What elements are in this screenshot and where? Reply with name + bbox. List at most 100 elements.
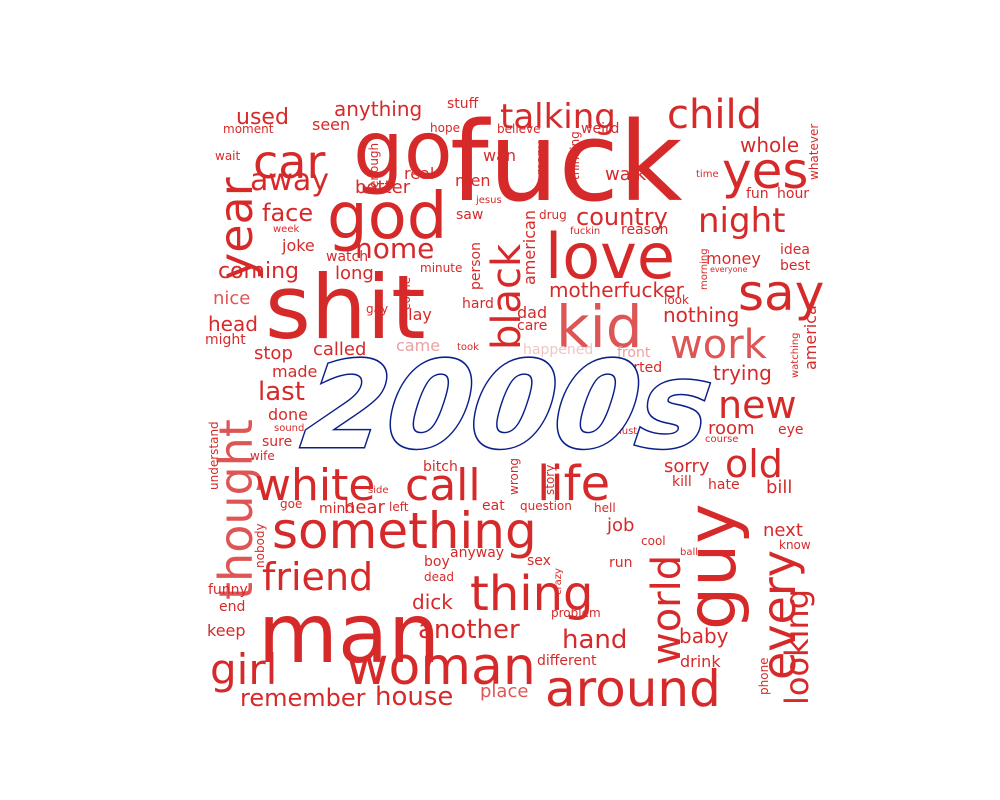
word-wait: wait [215,149,241,163]
word-coming: coming [218,259,299,284]
word-life: life [537,456,610,512]
word-morning: morning [699,248,710,290]
word-thing: thing [470,566,593,622]
word-must: must [612,426,637,437]
word-dead: dead [424,570,454,584]
word-around: around [545,660,721,718]
word-look: look [664,293,689,307]
word-old: old [725,442,783,486]
word-joke: joke [281,236,315,255]
word-something: something [272,502,537,560]
word-nobody: nobody [253,523,267,568]
word-idea: idea [780,242,810,258]
word-money: money [706,249,761,268]
word-stuff: stuff [447,96,479,112]
word-jesus: jesus [475,195,502,206]
word-know: know [779,538,811,552]
word-yes: yes [722,142,808,200]
word-anyway: anyway [450,545,504,561]
word-boy: boy [424,554,450,570]
word-dick: dick [412,590,453,614]
word-enough: enough [367,143,381,188]
word-hand: hand [562,625,627,655]
word-car: car [253,135,325,189]
word-trying: trying [713,361,772,385]
word-fuck: fuck [450,98,683,226]
word-hate: hate [708,477,740,493]
word-whole: whole [740,133,799,157]
word-thinking: thinking [568,131,582,180]
word-saw: saw [456,207,483,223]
word-watch: watch [326,249,368,265]
word-understand: understand [207,421,221,490]
word-nothing: nothing [663,303,739,327]
word-story: story [543,465,557,495]
word-made: made [272,362,317,381]
word-reason: reason [621,222,668,238]
word-call: call [405,460,481,511]
word-kid: kid [556,293,643,361]
word-home: home [355,232,434,265]
word-funny: funny [208,582,248,598]
word-walk: walk [605,164,647,185]
word-mind: mind [319,501,354,517]
word-end: end [219,599,245,615]
word-white: white [255,460,375,511]
word-drink: drink [680,652,721,671]
word-ball: ball [680,547,698,558]
word-american: american [520,210,539,285]
word-looking: looking [778,589,816,705]
word-left: left [389,500,409,514]
word-care: care [517,318,547,334]
word-love: love [545,220,675,293]
word-play: play [398,305,432,324]
word-believe: believe [497,122,541,136]
word-better: better [355,177,411,198]
word-friend: friend [262,555,373,599]
word-many: many [534,141,548,175]
word-phone: phone [757,657,771,695]
word-done: done [268,405,308,424]
word-fun: fun [746,186,769,202]
word-nice: nice [213,288,250,309]
word-god: god [327,180,447,254]
word-long: long [335,263,374,284]
word-hour: hour [777,186,809,202]
word-side: side [368,485,389,496]
word-course: course [705,434,738,445]
word-america: america [801,305,820,370]
word-wrong: wrong [507,458,521,495]
word-shit: shit [265,256,426,359]
word-real: real [404,164,434,183]
word-every: every [752,550,806,680]
word-might: might [205,332,246,348]
word-time: time [696,169,719,180]
word-bill: bill [766,477,792,498]
word-best: best [780,258,811,274]
word-keep: keep [207,621,246,640]
word-sound: sound [274,423,304,434]
word-motherfucker: motherfucker [549,278,685,302]
word-question: question [520,499,572,513]
word-men: men [455,171,491,190]
word-week: week [273,224,299,235]
word-thought: thought [209,419,263,600]
word-minute: minute [420,261,462,275]
word-girl: girl [210,645,277,694]
word-cool: cool [641,534,666,548]
word-wan: wan [483,146,516,165]
word-room: room [708,418,755,439]
word-goe: goe [280,497,302,511]
word-wife: wife [250,449,275,463]
word-stop: stop [254,343,293,364]
word-country: country [576,203,668,231]
word-place: place [480,681,528,702]
word-hard: hard [462,296,494,312]
word-night: night [698,201,785,241]
word-another: another [418,615,520,645]
word-drug: drug [539,208,567,222]
word-sure: sure [262,434,292,450]
